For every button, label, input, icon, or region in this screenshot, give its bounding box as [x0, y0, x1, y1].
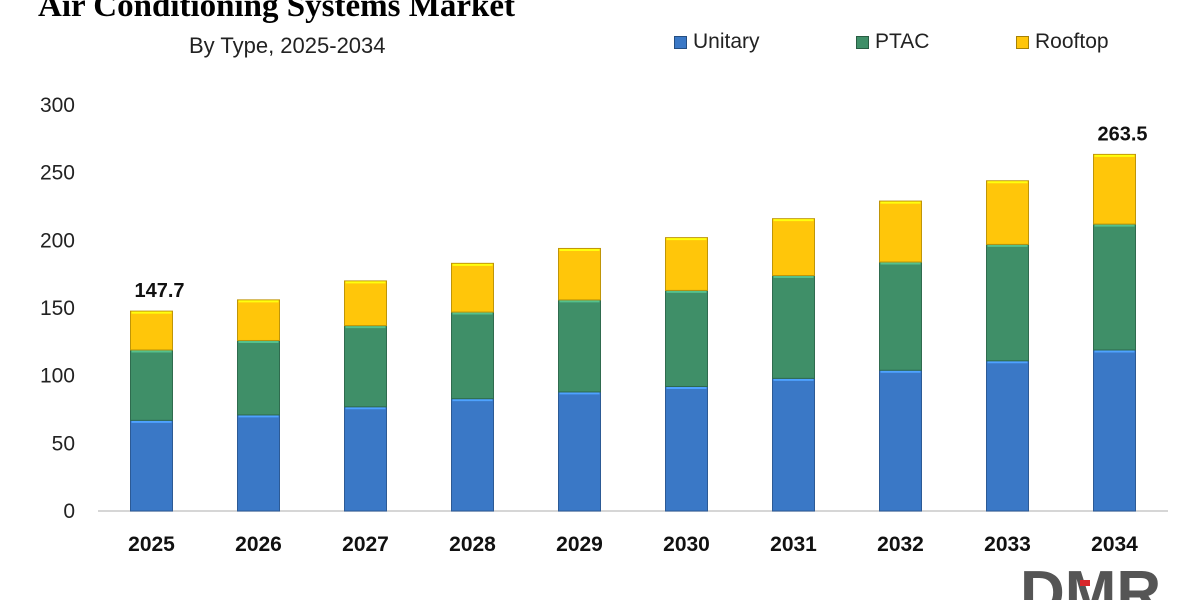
bar-unitary-2033 — [986, 360, 1029, 512]
y-tick-label-200: 200 — [40, 229, 75, 252]
bar-rooftop-2029 — [558, 247, 601, 301]
bar-ptac-2025 — [130, 349, 173, 421]
bar-unitary-2032 — [879, 369, 922, 512]
bar-rooftop-2030 — [665, 237, 708, 291]
bar-unitary-2025 — [130, 419, 173, 512]
bar-ptac-2027 — [344, 325, 387, 408]
legend-swatch-unitary — [674, 35, 687, 49]
bar-unitary-2027 — [344, 406, 387, 512]
bar-ptac-2032 — [879, 261, 922, 371]
bar-ptac-2029 — [558, 299, 601, 393]
x-tick-label-2027: 2027 — [342, 533, 389, 556]
x-tick-label-2034: 2034 — [1091, 533, 1138, 556]
logo-text: DMR — [1020, 562, 1161, 600]
legend-swatch-rooftop — [1016, 35, 1029, 49]
bar-unitary-2034 — [1093, 349, 1136, 512]
bar-ptac-2026 — [237, 339, 280, 416]
bar-unitary-2029 — [558, 391, 601, 512]
bar-unitary-2026 — [237, 414, 280, 512]
bar-rooftop-2033 — [986, 180, 1029, 245]
x-tick-label-2031: 2031 — [770, 533, 817, 556]
bar-ptac-2028 — [451, 311, 494, 400]
y-tick-label-150: 150 — [40, 297, 75, 320]
legend-label-rooftop: Rooftop — [1035, 30, 1109, 53]
logo-accent — [1080, 580, 1090, 586]
y-tick-label-100: 100 — [40, 365, 75, 388]
bar-ptac-2030 — [665, 289, 708, 387]
bar-unitary-2030 — [665, 385, 708, 512]
bar-rooftop-2028 — [451, 262, 494, 313]
x-tick-label-2025: 2025 — [128, 533, 175, 556]
dmr-logo-graphic: DMR — [1020, 562, 1161, 600]
legend-item-rooftop: Rooftop — [1016, 29, 1109, 55]
bar-unitary-2031 — [772, 377, 815, 512]
x-tick-label-2032: 2032 — [877, 533, 924, 556]
data-label-2034: 263.5 — [1097, 123, 1147, 145]
legend-item-ptac: PTAC — [856, 29, 929, 55]
bar-ptac-2033 — [986, 243, 1029, 362]
dmr-logo-icon: DMR — [1020, 562, 1200, 600]
x-tick-label-2026: 2026 — [235, 533, 282, 556]
bar-rooftop-2031 — [772, 218, 815, 277]
chart-title: Air Conditioning Systems Market — [38, 0, 515, 24]
data-label-2025: 147.7 — [134, 280, 184, 302]
y-tick-label-300: 300 — [40, 94, 75, 117]
legend-item-unitary: Unitary — [674, 29, 760, 55]
x-tick-label-2030: 2030 — [663, 533, 710, 556]
x-tick-label-2029: 2029 — [556, 533, 603, 556]
bar-rooftop-2026 — [237, 299, 280, 341]
x-tick-label-2028: 2028 — [449, 533, 496, 556]
bar-rooftop-2027 — [344, 280, 387, 327]
legend-swatch-ptac — [856, 35, 869, 49]
legend-label-unitary: Unitary — [693, 30, 760, 53]
x-tick-label-2033: 2033 — [984, 533, 1031, 556]
y-tick-label-250: 250 — [40, 162, 75, 185]
y-tick-label-0: 0 — [63, 500, 75, 523]
legend-label-ptac: PTAC — [875, 30, 930, 53]
bar-rooftop-2025 — [130, 310, 173, 351]
bar-ptac-2031 — [772, 275, 815, 379]
bar-ptac-2034 — [1093, 223, 1136, 351]
chart-subtitle: By Type, 2025-2034 — [189, 33, 386, 58]
y-tick-label-50: 50 — [52, 432, 75, 455]
bar-unitary-2028 — [451, 398, 494, 512]
bar-rooftop-2034 — [1093, 153, 1136, 225]
bar-rooftop-2032 — [879, 200, 922, 263]
